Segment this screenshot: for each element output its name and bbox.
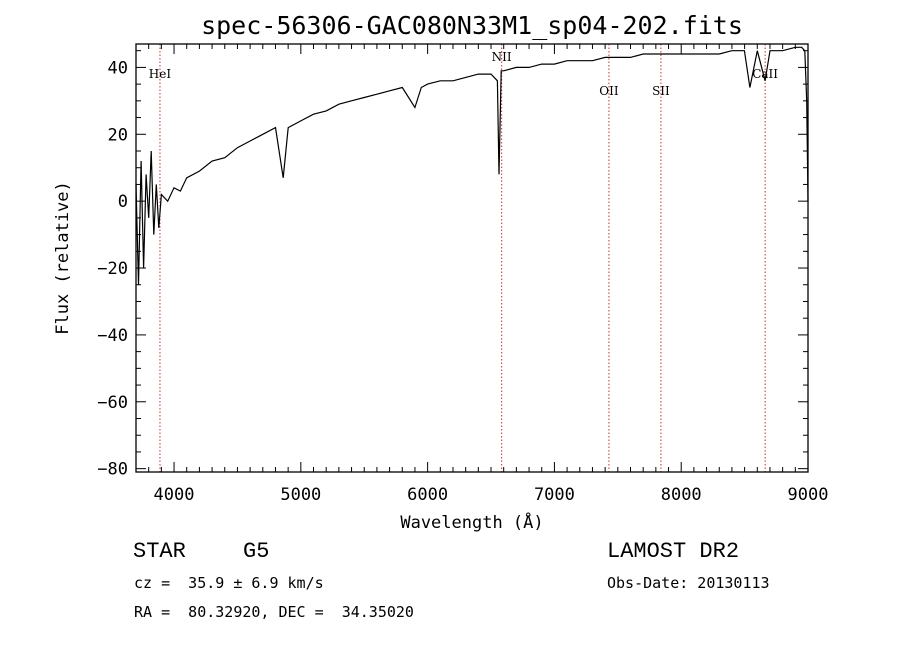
marker-label-hei: HeI (149, 67, 172, 81)
y-tick-label: −40 (97, 326, 128, 346)
spectrum-line (135, 46, 809, 285)
survey-label: LAMOST DR2 (607, 539, 740, 564)
marker-label-nii: NII (492, 50, 512, 64)
y-tick-label: −80 (97, 460, 128, 480)
y-tick-label: −20 (97, 259, 128, 279)
y-tick-label: 0 (118, 192, 128, 212)
y-axis-label: Flux (relative) (53, 181, 73, 335)
obs-date-text: Obs-Date: 20130113 (607, 574, 770, 592)
x-axis-label: Wavelength (Å) (400, 511, 543, 533)
line-markers (159, 44, 766, 472)
coordinates-text: RA = 80.32920, DEC = 34.35020 (134, 603, 414, 621)
y-tick-label: 20 (108, 125, 128, 145)
x-tick-label: 6000 (407, 485, 448, 505)
y-tick-label: 40 (108, 58, 128, 78)
x-tick-label: 4000 (154, 485, 195, 505)
plot-frame (135, 43, 809, 473)
x-tick-label: 9000 (788, 485, 829, 505)
line-marker-labels: HeI NII OII SII CaII (149, 50, 778, 98)
marker-label-caii: CaII (752, 67, 778, 81)
x-tick-label: 5000 (280, 485, 321, 505)
axis-tick-labels: 4000 5000 6000 7000 8000 9000 −80 −60 −40 −20 0 20 4… (97, 58, 828, 505)
x-tick-label: 7000 (534, 485, 575, 505)
chart-title: spec-56306-GAC080N33M1_sp04-202.fits (201, 11, 743, 40)
object-subclass: G5 (243, 539, 270, 564)
marker-label-oii: OII (599, 84, 619, 98)
marker-label-sii: SII (652, 84, 670, 98)
object-class: STAR (133, 539, 186, 564)
x-tick-label: 8000 (661, 485, 702, 505)
velocity-text: cz = 35.9 ± 6.9 km/s (134, 574, 324, 592)
axis-ticks (135, 44, 809, 472)
y-tick-label: −60 (97, 393, 128, 413)
